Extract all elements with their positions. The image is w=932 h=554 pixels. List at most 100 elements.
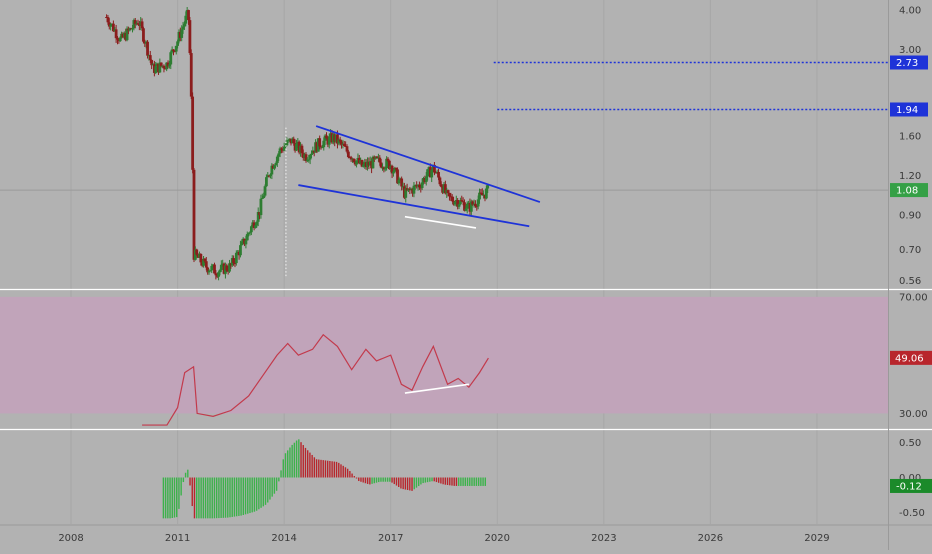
candle-111 (256, 207, 260, 227)
candle-125 (275, 155, 279, 167)
target-level-badge-1 (890, 102, 928, 117)
candle-76 (208, 270, 212, 272)
candle-108 (252, 220, 256, 231)
candle-235 (426, 169, 430, 181)
x-tick-label-1: 2011 (165, 533, 190, 544)
rsi-tick-label-0: 70.00 (899, 292, 928, 303)
x-tick-label-2: 2014 (271, 533, 296, 544)
candle-42 (162, 64, 166, 73)
candle-219 (404, 185, 408, 203)
candle-23 (136, 19, 140, 26)
candle-130 (282, 142, 286, 152)
candle-64 (192, 168, 196, 263)
x-tick-label-6: 2026 (698, 533, 723, 544)
candle-201 (379, 159, 383, 169)
candle-229 (418, 181, 421, 190)
osc-tick-label-1: 0.00 (899, 473, 921, 484)
osc-tick-label-2: -0.50 (899, 508, 925, 519)
candle-216 (400, 176, 404, 191)
candle-177 (346, 149, 350, 159)
candle-45 (166, 60, 170, 69)
price-tick-label-4: 0.90 (899, 211, 921, 222)
candle-71 (202, 256, 205, 268)
price-tick-label-3: 1.20 (899, 171, 921, 182)
candle-33 (150, 59, 154, 70)
candle-75 (207, 268, 211, 275)
x-tick-label-7: 2029 (804, 533, 829, 544)
candle-47 (169, 50, 173, 70)
candle-268 (471, 200, 475, 206)
wedge-upper-trendline[interactable] (315, 125, 541, 203)
candle-259 (458, 197, 462, 206)
candle-174 (342, 140, 346, 147)
candle-106 (249, 225, 253, 236)
osc-value-label: -0.12 (896, 481, 922, 492)
candle-132 (285, 137, 289, 147)
candle-211 (393, 166, 397, 173)
last-price-label: 1.08 (896, 186, 918, 197)
candle-116 (263, 184, 267, 198)
candle-205 (385, 156, 389, 171)
candle-275 (480, 188, 484, 196)
candle-79 (213, 262, 216, 274)
last-price-badge (890, 183, 928, 198)
candle-74 (206, 266, 210, 275)
target-level-label-1: 1.94 (896, 105, 918, 116)
candle-260 (460, 195, 464, 202)
candle-214 (397, 176, 401, 186)
osc-value-badge (890, 478, 932, 493)
candle-257 (456, 198, 460, 210)
candle-61 (188, 17, 192, 55)
rsi-divergence-line[interactable] (404, 383, 469, 394)
rsi-line[interactable] (142, 333, 489, 426)
candle-161 (325, 132, 328, 139)
candle-80 (214, 270, 218, 280)
price-tick-label-2: 1.60 (899, 132, 921, 143)
candle-245 (439, 181, 443, 188)
price-tick-label-1: 3.00 (899, 45, 921, 56)
x-tick-label-3: 2017 (378, 533, 403, 544)
x-tick-label-0: 2008 (58, 533, 83, 544)
candle-209 (390, 164, 394, 179)
candle-149 (308, 153, 312, 165)
target-level-label-0: 2.73 (896, 58, 918, 69)
candle-49 (172, 49, 175, 56)
candle-238 (430, 168, 434, 183)
candle-273 (478, 188, 481, 204)
wedge-lower-trendline[interactable] (298, 184, 530, 228)
candle-66 (195, 248, 199, 256)
rsi-value-label: 49.06 (895, 353, 924, 364)
price-divergence-line[interactable] (404, 215, 477, 229)
candle-51 (174, 45, 178, 55)
candle-21 (133, 18, 137, 29)
candle-139 (295, 139, 298, 152)
candle-63 (191, 92, 195, 174)
candle-183 (355, 160, 358, 168)
price-tick-label-6: 0.56 (899, 276, 921, 287)
candle-7 (114, 24, 118, 43)
target-level-badge-0 (890, 55, 928, 70)
candlestick-series (105, 7, 490, 281)
x-tick-label-5: 2023 (591, 533, 616, 544)
candle-279 (486, 183, 490, 193)
candle-84 (219, 260, 223, 272)
candle-90 (228, 259, 231, 273)
candle-62 (189, 49, 193, 100)
candle-2 (107, 18, 111, 30)
candle-225 (412, 182, 416, 198)
candle-17 (128, 27, 132, 32)
candle-82 (217, 271, 220, 281)
price-tick-label-5: 0.70 (899, 245, 921, 256)
candle-27 (142, 26, 145, 44)
rsi-tick-label-1: 30.00 (899, 409, 928, 420)
candle-123 (273, 164, 276, 171)
candle-133 (286, 139, 290, 143)
candle-103 (245, 231, 249, 241)
x-tick-label-4: 2020 (485, 533, 510, 544)
candle-93 (232, 255, 236, 266)
oscillator-histogram (162, 439, 486, 519)
candle-253 (450, 194, 454, 203)
